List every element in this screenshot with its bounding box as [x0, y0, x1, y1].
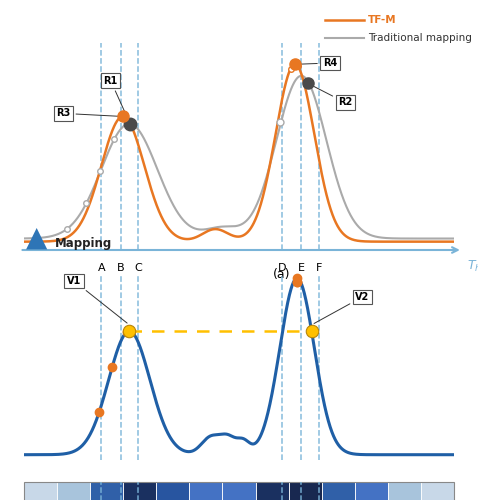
Text: R2: R2: [310, 84, 352, 108]
Bar: [355, 482, 388, 500]
Text: Traditional mapping: Traditional mapping: [368, 34, 472, 43]
Bar: [289, 482, 322, 500]
Text: TF-M: TF-M: [368, 15, 397, 25]
Bar: [388, 482, 421, 500]
Text: V2: V2: [314, 292, 369, 324]
Bar: [57, 482, 90, 500]
Text: V1: V1: [67, 276, 127, 323]
Bar: [222, 482, 256, 500]
Text: F: F: [315, 262, 322, 272]
Text: R4: R4: [298, 58, 337, 68]
Text: D: D: [278, 262, 286, 272]
Bar: [322, 482, 355, 500]
Text: $T_h$: $T_h$: [467, 259, 478, 274]
Bar: [421, 482, 454, 500]
Bar: [90, 482, 123, 500]
Bar: [24, 482, 57, 500]
Text: Mapping: Mapping: [55, 237, 112, 250]
Bar: [156, 482, 189, 500]
Text: A: A: [98, 262, 105, 272]
Bar: [24, 482, 454, 500]
Text: R1: R1: [103, 76, 129, 122]
Bar: [256, 482, 289, 500]
Bar: [189, 482, 222, 500]
Text: E: E: [298, 262, 305, 272]
Text: (a): (a): [273, 268, 291, 280]
Text: R3: R3: [56, 108, 120, 118]
Text: ▲: ▲: [26, 224, 48, 252]
Bar: [123, 482, 156, 500]
Text: C: C: [134, 262, 142, 272]
Text: B: B: [117, 262, 124, 272]
